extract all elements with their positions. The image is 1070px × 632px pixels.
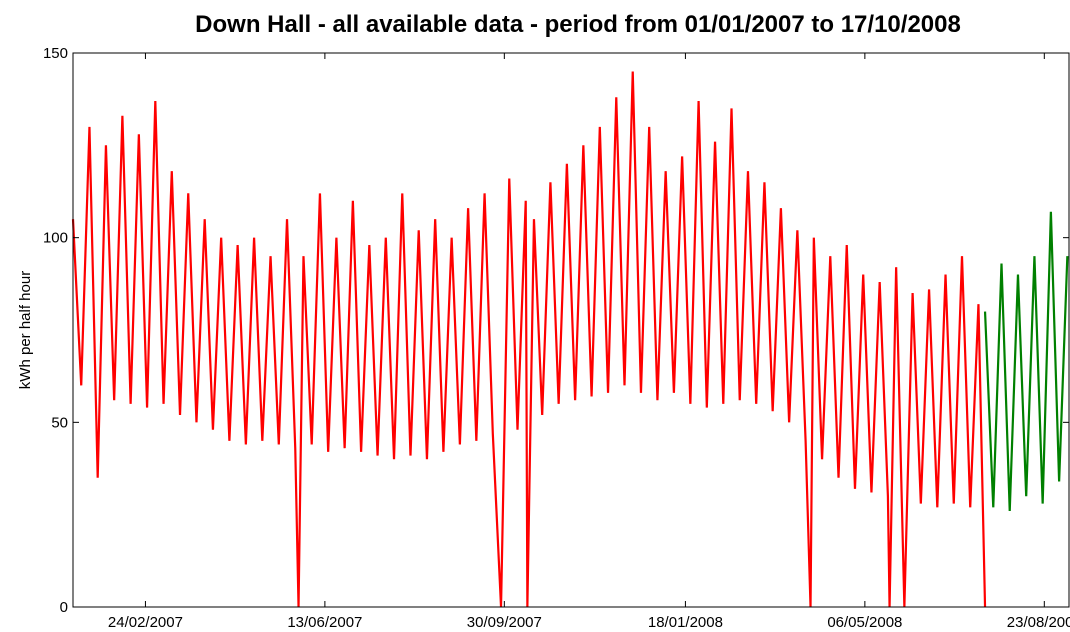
y-tick-label: 0 bbox=[60, 599, 68, 616]
data-line bbox=[983, 211, 1069, 512]
x-tick-label: 23/08/2008 bbox=[1007, 614, 1070, 631]
x-tick-label: 30/09/2007 bbox=[467, 614, 542, 631]
axes-box bbox=[72, 52, 1070, 608]
data-line bbox=[71, 71, 987, 608]
y-tick-label: 150 bbox=[43, 45, 68, 62]
y-axis-label: kWh per half hour bbox=[17, 271, 34, 389]
y-tick-label: 50 bbox=[51, 414, 68, 431]
x-tick-label: 13/06/2007 bbox=[287, 614, 362, 631]
x-tick-label: 24/02/2007 bbox=[108, 614, 183, 631]
x-tick-label: 18/01/2008 bbox=[648, 614, 723, 631]
y-tick-label: 100 bbox=[43, 230, 68, 247]
chart-title: Down Hall - all available data - period … bbox=[195, 11, 961, 38]
x-tick-label: 06/05/2008 bbox=[827, 614, 902, 631]
